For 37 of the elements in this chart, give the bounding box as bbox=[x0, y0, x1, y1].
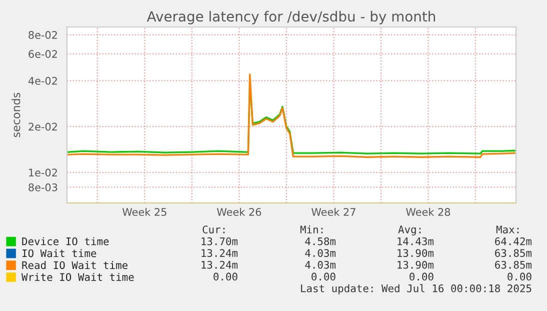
text: 13.24m bbox=[202, 249, 238, 257]
y-tick-label: 8e-03 bbox=[28, 183, 58, 192]
text: Min: bbox=[300, 225, 323, 234]
text: Last update: Wed Jul 16 00:00:18 2025 bbox=[301, 284, 532, 294]
text: 0.00 bbox=[214, 272, 238, 281]
text: 64.42m bbox=[495, 237, 532, 246]
y-axis-title: seconds bbox=[12, 92, 20, 138]
y-tick-label: 2e-02 bbox=[28, 122, 57, 131]
y-tick-label: 1e-02 bbox=[29, 168, 57, 177]
text: Avg: bbox=[398, 226, 421, 236]
text: 14.43m bbox=[398, 237, 434, 246]
x-tick-label: Week 28 bbox=[406, 208, 450, 216]
text: 63.85m bbox=[495, 249, 532, 257]
text: Cur: bbox=[202, 226, 225, 234]
chart-title: Average latency for /dev/sdbu - by month bbox=[146, 10, 436, 24]
y-tick-label: 6e-02 bbox=[28, 50, 57, 58]
x-tick-label: Week 25 bbox=[122, 208, 166, 216]
text: 0.00 bbox=[508, 272, 532, 281]
text: 4.03m bbox=[305, 260, 336, 269]
x-tick-label: Week 26 bbox=[216, 208, 262, 216]
x-tick-label: Week 27 bbox=[311, 208, 356, 216]
text: 13.90m bbox=[398, 260, 434, 269]
text: 0.00 bbox=[312, 272, 336, 281]
text: Max: bbox=[496, 226, 519, 234]
legend-label: Device IO time bbox=[22, 237, 109, 246]
y-tick-label: 8e-02 bbox=[28, 31, 57, 39]
text: 13.24m bbox=[202, 260, 238, 269]
y-tick-label: 4e-02 bbox=[28, 76, 57, 85]
legend-label: Write IO Wait time bbox=[21, 272, 134, 282]
text: 0.00 bbox=[410, 272, 434, 281]
text: 13.70m bbox=[202, 237, 238, 246]
text: 4.03m bbox=[305, 249, 336, 257]
legend-label: Read IO Wait time bbox=[22, 261, 128, 270]
legend-label: IO Wait time bbox=[22, 249, 96, 258]
text: 13.90m bbox=[398, 249, 434, 257]
text: 4.58m bbox=[305, 237, 336, 246]
text: 63.85m bbox=[495, 260, 532, 269]
